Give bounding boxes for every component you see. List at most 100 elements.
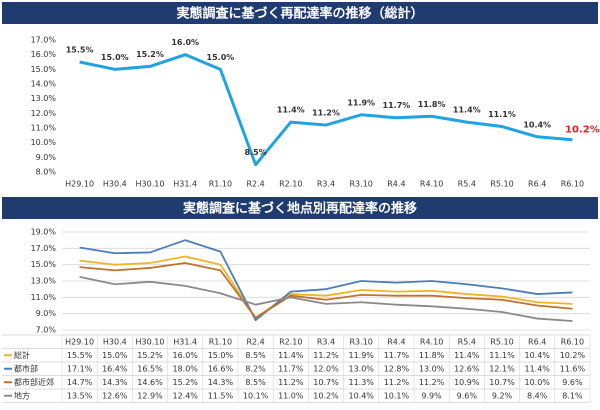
table-cell: 8.5% [245, 351, 266, 360]
x-tick-label: R2.4 [246, 180, 264, 189]
title-bar [2, 197, 598, 219]
x-tick-label: R6.10 [561, 180, 584, 189]
table-cell: 16.4% [102, 364, 128, 373]
x-tick-label: R4.10 [420, 338, 443, 347]
line [79, 239, 573, 322]
table-cell: 10.4% [348, 391, 374, 400]
y-tick-label: 11.0% [31, 124, 57, 133]
table-cell: 11.2% [313, 351, 339, 360]
y-tick-label: 15.0% [31, 260, 57, 269]
table-cell: 14.6% [137, 378, 163, 387]
chart-title: 実態調査に基づく地点別再配達率の推移 [183, 201, 417, 217]
data-label: 15.0% [207, 53, 235, 62]
table-cell: 15.5% [67, 351, 93, 360]
y-tick-label: 19.0% [31, 228, 57, 237]
x-tick-label: R6.4 [528, 180, 546, 189]
table-cell: 16.6% [208, 364, 234, 373]
table-cell: 11.2% [384, 378, 410, 387]
data-label: 15.0% [101, 53, 129, 62]
table-cell: 15.0% [102, 351, 128, 360]
table-cell: 14.3% [102, 378, 128, 387]
x-tick-label: R3.10 [350, 338, 373, 347]
table-cell: 12.0% [313, 364, 339, 373]
title-bar [2, 2, 598, 24]
x-tick-label: H29.10 [65, 180, 94, 189]
table-cell: 13.0% [348, 364, 374, 373]
line [79, 262, 573, 319]
x-tick-label: H31.4 [173, 180, 197, 189]
x-tick-label: H29.10 [65, 338, 94, 347]
x-tick-label: R5.10 [490, 338, 513, 347]
chart-title: 実態調査に基づく再配達率の推移（総計） [176, 6, 423, 22]
x-tick-label: R5.4 [458, 180, 476, 189]
data-label: 11.8% [418, 100, 446, 109]
table-cell: 11.2% [278, 378, 304, 387]
table-cell: 11.6% [560, 364, 586, 373]
x-tick-label: R2.10 [279, 180, 302, 189]
table-cell: 12.6% [102, 391, 128, 400]
y-tick-label: 17.0% [31, 244, 57, 253]
table-cell: 10.1% [384, 391, 410, 400]
legend-label: 地方 [14, 390, 30, 400]
table-cell: 14.7% [67, 378, 93, 387]
y-tick-label: 12.0% [31, 109, 57, 118]
y-tick-label: 9.0% [36, 309, 57, 318]
x-tick-label: R5.10 [490, 180, 513, 189]
table-cell: 8.5% [245, 378, 266, 387]
table-cell: 11.3% [348, 378, 374, 387]
table-cell: 10.7% [313, 378, 339, 387]
y-tick-label: 11.0% [31, 293, 57, 302]
y-tick-label: 7.0% [36, 326, 57, 335]
table-cell: 14.3% [208, 378, 234, 387]
table-cell: 11.8% [419, 351, 445, 360]
line [79, 53, 573, 167]
x-tick-label: R4.4 [387, 338, 405, 347]
table-cell: 9.6% [457, 391, 478, 400]
data-label: 8.5% [245, 148, 267, 157]
table-cell: 10.9% [454, 378, 480, 387]
table-cell: 11.4% [524, 364, 550, 373]
table-cell: 15.2% [172, 378, 198, 387]
table-cell: 9.6% [562, 378, 583, 387]
data-label: 10.4% [523, 120, 551, 129]
x-tick-label: R1.10 [209, 338, 232, 347]
table-cell: 18.0% [172, 364, 198, 373]
y-tick-label: 9.0% [36, 153, 57, 162]
table-cell: 11.2% [419, 378, 445, 387]
table-cell: 10.4% [524, 351, 550, 360]
table-cell: 10.2% [313, 391, 339, 400]
y-tick-label: 15.0% [31, 65, 57, 74]
legend-label: 都市部 [14, 363, 38, 373]
data-label: 16.0% [171, 38, 199, 47]
legend-label: 総計 [14, 350, 30, 360]
x-tick-label: R2.10 [279, 338, 302, 347]
table-cell: 15.2% [137, 351, 163, 360]
table-cell: 11.4% [454, 351, 480, 360]
line [79, 276, 573, 322]
data-label: 11.4% [277, 106, 305, 115]
table-cell: 8.4% [527, 391, 548, 400]
table-cell: 11.5% [208, 391, 234, 400]
x-tick-label: H30.10 [136, 338, 165, 347]
x-tick-label: R3.4 [317, 338, 335, 347]
x-tick-label: R4.4 [387, 180, 405, 189]
y-tick-label: 17.0% [31, 36, 57, 45]
data-label: 11.7% [383, 101, 411, 110]
data-label: 11.4% [453, 106, 481, 115]
table-cell: 12.6% [454, 364, 480, 373]
table-cell: 11.7% [278, 364, 304, 373]
table-cell: 9.9% [421, 391, 442, 400]
x-tick-label: H30.4 [103, 180, 127, 189]
table-cell: 12.4% [172, 391, 198, 400]
table-cell: 11.9% [348, 351, 374, 360]
table-cell: 15.0% [208, 351, 234, 360]
data-label: 11.2% [312, 109, 340, 118]
data-label: 15.2% [136, 50, 164, 59]
table-cell: 11.1% [489, 351, 515, 360]
table-cell: 11.7% [384, 351, 410, 360]
data-label: 11.9% [347, 98, 375, 107]
table-cell: 10.1% [243, 391, 269, 400]
x-tick-label: R6.10 [561, 338, 584, 347]
table-cell: 10.2% [560, 351, 586, 360]
